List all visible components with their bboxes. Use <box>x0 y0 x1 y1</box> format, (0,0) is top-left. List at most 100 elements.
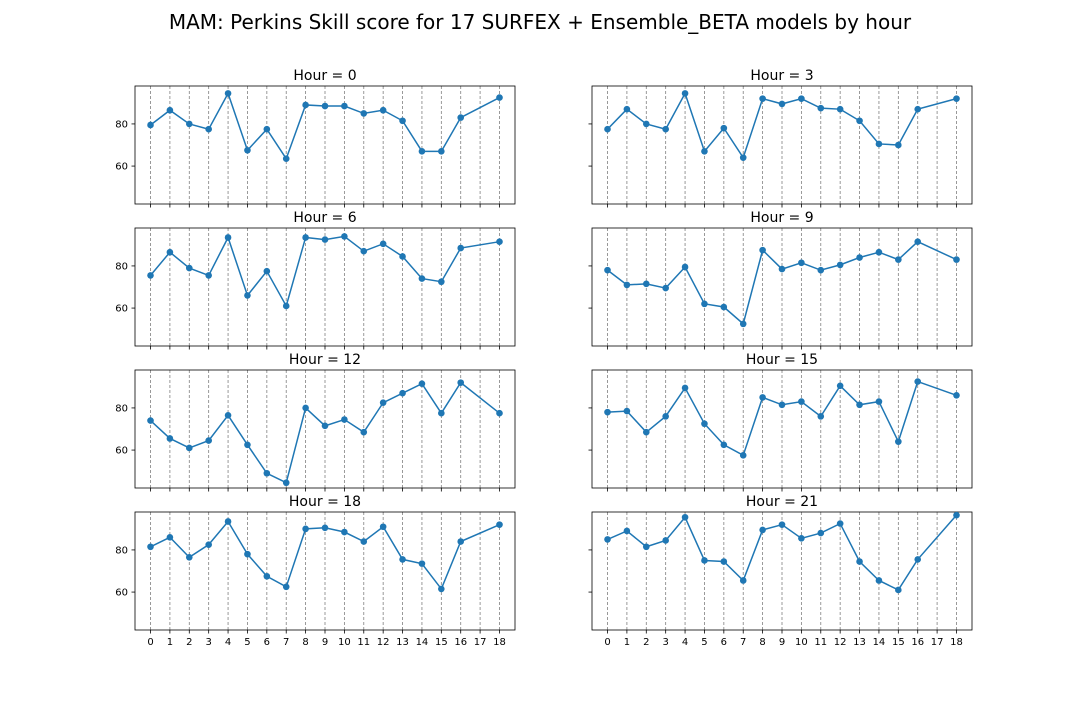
x-tick-label: 14 <box>416 637 429 648</box>
data-point <box>185 264 193 272</box>
data-point <box>875 248 883 256</box>
data-point <box>496 94 503 101</box>
x-tick-label: 5 <box>244 637 250 648</box>
subplot: 60 80 Hour = 12 <box>115 352 516 492</box>
data-point <box>263 572 271 580</box>
series-line <box>607 514 958 591</box>
data-point <box>418 380 426 387</box>
data-point <box>321 236 329 243</box>
data-point <box>244 292 251 299</box>
data-point <box>379 106 387 114</box>
data-point <box>817 413 825 420</box>
data-point <box>739 577 747 584</box>
data-point <box>759 95 766 102</box>
data-point <box>282 479 290 487</box>
data-point <box>681 263 689 271</box>
data-point <box>720 441 728 449</box>
data-point <box>604 536 611 543</box>
data-point <box>914 378 922 385</box>
data-point <box>953 391 960 399</box>
data-point <box>244 550 251 558</box>
data-point <box>185 554 193 561</box>
data-point <box>418 148 426 155</box>
data-point <box>341 416 348 423</box>
x-tick-label: 2 <box>643 637 649 648</box>
data-point <box>438 148 445 155</box>
x-tick-label: 3 <box>662 637 668 648</box>
x-tick-label: 12 <box>377 637 390 648</box>
x-tick-label: 1 <box>167 637 173 648</box>
data-point <box>166 248 174 256</box>
data-point <box>856 558 863 565</box>
data-point <box>953 256 960 263</box>
data-point <box>778 401 786 409</box>
data-point <box>739 320 747 328</box>
series-line <box>150 520 500 591</box>
data-point <box>496 409 503 417</box>
data-point <box>224 412 232 419</box>
data-point <box>147 417 154 424</box>
subplot-title: Hour = 21 <box>746 494 818 510</box>
data-point <box>623 407 631 415</box>
data-point <box>817 529 825 537</box>
x-tick-label: 16 <box>911 637 924 648</box>
data-point <box>817 104 825 112</box>
data-point <box>244 146 251 154</box>
x-tick-label: 13 <box>853 637 866 648</box>
y-tick-label: 80 <box>115 261 128 272</box>
data-point <box>205 272 212 279</box>
x-tick-label: 0 <box>604 637 610 648</box>
subplot: Hour = 3 <box>588 68 973 208</box>
data-point <box>701 557 708 564</box>
data-point <box>759 246 766 254</box>
data-point <box>224 518 232 525</box>
data-point <box>759 526 766 534</box>
data-point <box>953 95 960 102</box>
data-point <box>379 523 387 531</box>
data-point <box>457 244 465 252</box>
data-point <box>341 528 348 536</box>
data-point <box>895 256 902 263</box>
data-point <box>360 110 368 117</box>
x-tick-label: 4 <box>682 637 688 648</box>
x-tick-label: 4 <box>225 637 231 648</box>
data-point <box>321 102 329 110</box>
y-tick-label: 60 <box>115 588 128 599</box>
data-point <box>778 265 786 273</box>
data-point <box>166 106 174 114</box>
data-point <box>875 398 883 405</box>
series-line <box>150 381 500 484</box>
x-tick-label: 7 <box>740 637 746 648</box>
x-tick-label: 9 <box>779 637 785 648</box>
data-point <box>798 95 805 102</box>
data-point <box>914 105 922 113</box>
x-tick-label: 13 <box>396 637 409 648</box>
y-tick-label: 60 <box>115 446 128 457</box>
data-point <box>642 543 650 551</box>
data-point <box>205 541 212 548</box>
data-point <box>720 124 728 132</box>
data-point <box>895 141 902 149</box>
data-point <box>321 422 329 430</box>
data-point <box>457 379 465 386</box>
chart-title: MAM: Perkins Skill score for 17 SURFEX +… <box>169 10 912 34</box>
data-point <box>399 556 406 563</box>
data-point <box>604 266 611 274</box>
subplot: Hour = 15 <box>588 352 973 492</box>
data-point <box>701 420 708 428</box>
x-tick-label: 18 <box>950 637 963 648</box>
data-point <box>895 586 902 594</box>
data-point <box>302 234 309 241</box>
data-point <box>642 280 650 288</box>
data-point <box>623 527 631 535</box>
data-point <box>302 525 309 533</box>
data-point <box>681 384 689 392</box>
data-point <box>856 254 863 261</box>
y-tick-label: 60 <box>115 304 128 315</box>
x-tick-label: 9 <box>322 637 328 648</box>
data-point <box>302 404 309 412</box>
data-point <box>166 435 174 442</box>
